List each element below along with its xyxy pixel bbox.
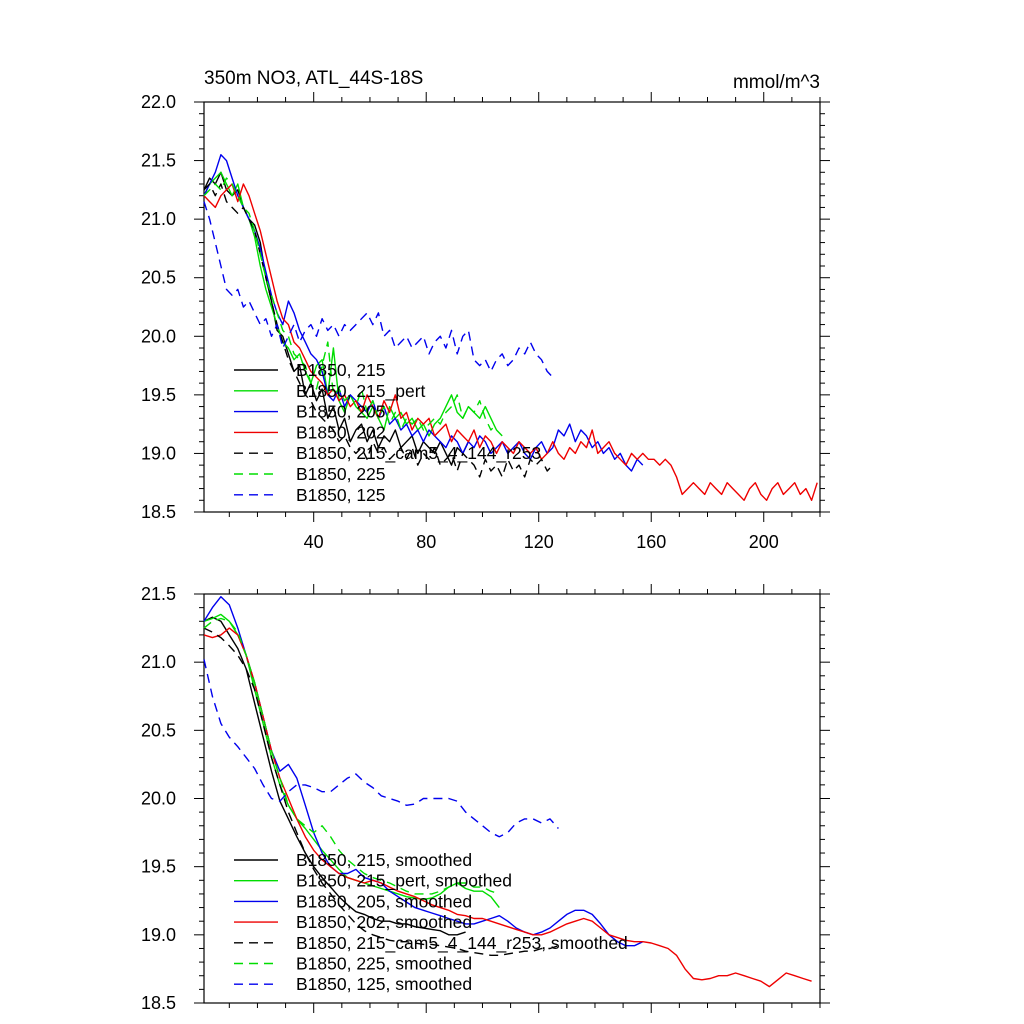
x-tick-label: 80 [416,532,436,552]
series-line [203,183,818,501]
y-tick-label: 21.5 [141,151,176,171]
y-tick-label: 20.5 [141,720,176,740]
legend-label: B1850, 205 [296,402,386,422]
y-tick-label: 21.0 [141,209,176,229]
series-line [203,617,500,895]
y-tick-label: 19.0 [141,925,176,945]
x-tick-label: 200 [749,532,779,552]
series-line [203,596,644,947]
top-panel: 40 80 120 160 200 18.5 19.0 19.5 20.0 20.5 21.0 21.… [141,92,830,552]
y-tick-label: 21.0 [141,652,176,672]
series-line [203,616,466,936]
legend-label: B1850, 225, smoothed [296,954,472,974]
legend-label: B1850, 205, smoothed [296,891,472,911]
series-line [203,183,554,478]
legend-label: B1850, 125, smoothed [296,974,472,994]
y-tick-label: 20.0 [141,789,176,809]
legend-label: B1850, 202 [296,422,386,442]
series-line [203,201,554,378]
y-tick-label: 21.5 [141,584,176,604]
x-tick-label: 120 [524,532,554,552]
legend-label: B1850, 215_cam5_4_144_r253 [296,443,541,464]
y-tick-label: 19.0 [141,443,176,463]
legend-label: B1850, 215_pert, smoothed [296,871,512,892]
bottom-panel: 18.5 19.0 19.5 20.0 20.5 21.0 21.5 B1850, 215, … [141,584,830,1013]
legend-label: B1850, 215 [296,360,386,380]
series-line [203,627,812,988]
y-tick-label: 20.5 [141,268,176,288]
y-tick-label: 18.5 [141,502,176,522]
legend-label: B1850, 215_pert [296,381,426,402]
chart-title: 350m NO3, ATL_44S-18S [204,68,423,89]
y-tick-label: 19.5 [141,385,176,405]
y-tick-label: 20.0 [141,326,176,346]
x-tick-label: 40 [304,532,324,552]
legend-label: B1850, 225 [296,464,386,484]
legend-label: B1850, 125 [296,485,386,505]
y-tick-label: 19.5 [141,857,176,877]
legend-label: B1850, 215_cam5_4_144_r253, smoothed [296,933,628,954]
y-tick-label: 22.0 [141,92,176,112]
legend-label: B1850, 202, smoothed [296,912,472,932]
legend-label: B1850, 215, smoothed [296,850,472,870]
y-tick-label: 18.5 [141,993,176,1013]
units-label: mmol/m^3 [733,72,820,93]
plot-frame [203,101,821,513]
series-line [203,177,498,431]
series-line [203,659,559,838]
x-tick-label: 160 [636,532,666,552]
